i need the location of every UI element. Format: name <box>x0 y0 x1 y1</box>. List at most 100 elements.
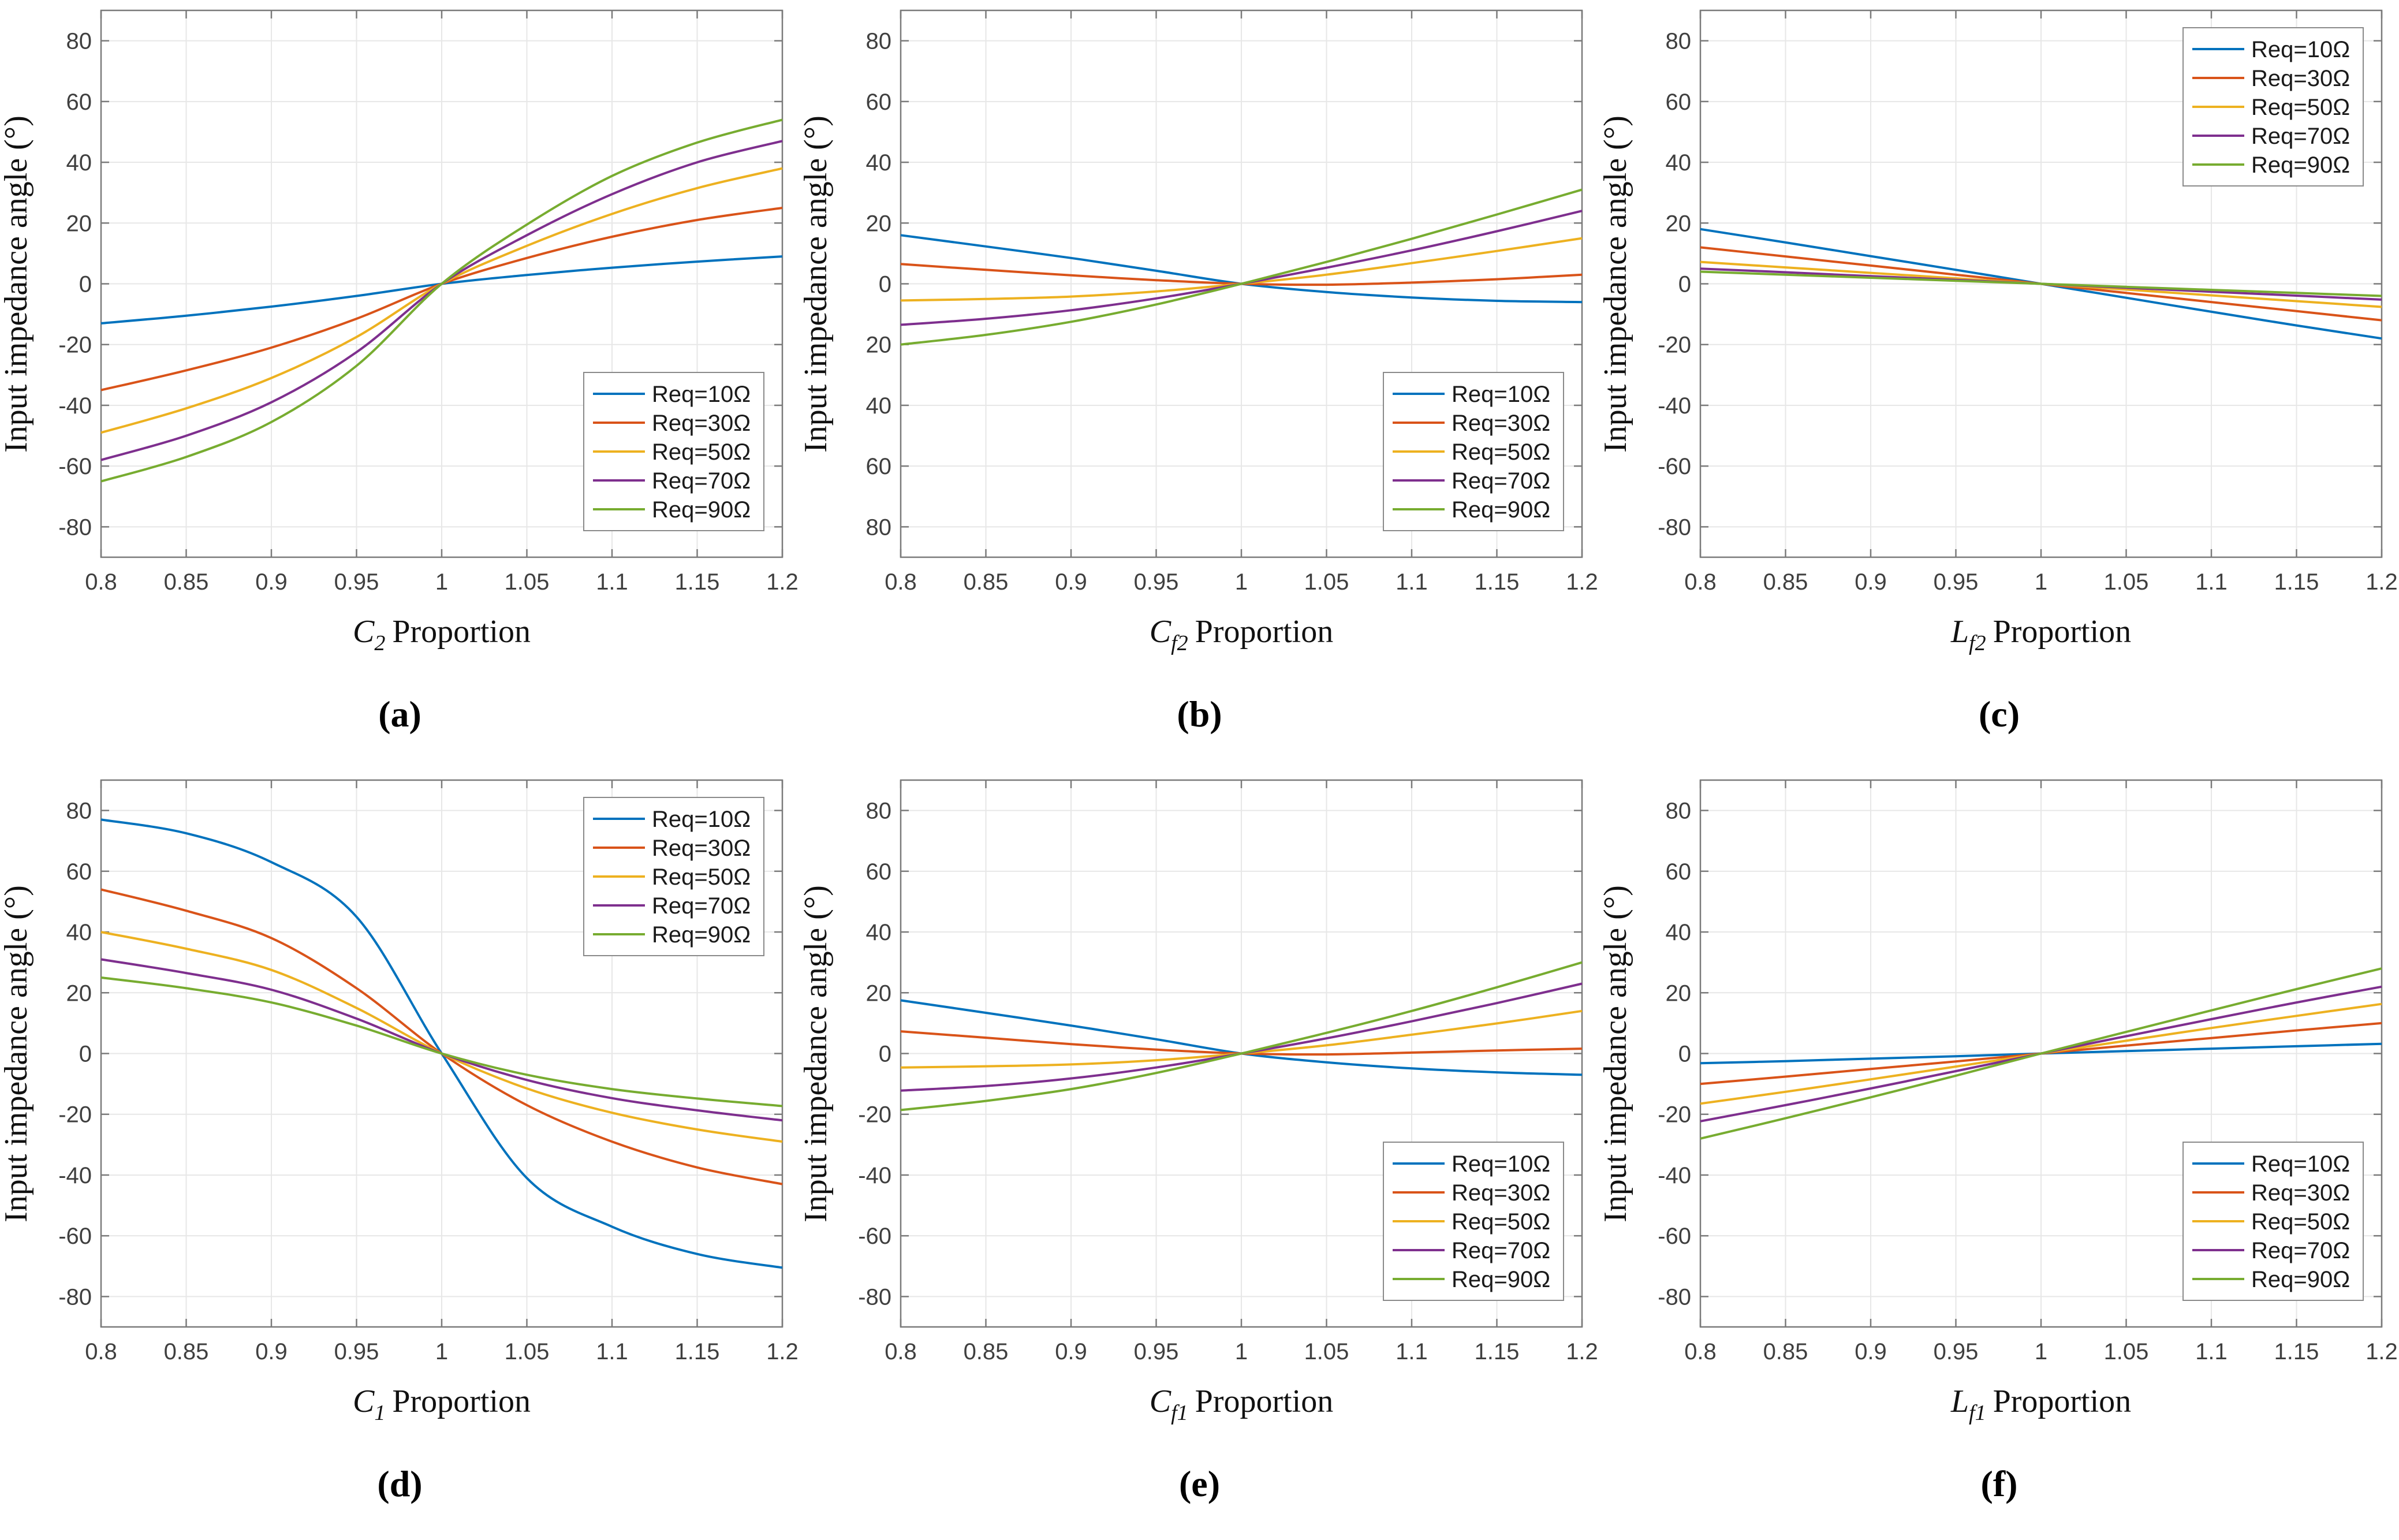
svg-text:1.1: 1.1 <box>596 1339 628 1364</box>
svg-text:40: 40 <box>1666 920 1692 945</box>
svg-text:-80: -80 <box>858 1284 891 1310</box>
svg-text:20: 20 <box>1666 211 1692 236</box>
svg-text:-20: -20 <box>1658 1102 1691 1128</box>
svg-text:40: 40 <box>866 393 892 419</box>
svg-text:40: 40 <box>1666 150 1692 176</box>
svg-text:1.2: 1.2 <box>766 569 799 595</box>
panel-caption-b: (b) <box>1177 693 1222 734</box>
svg-text:80: 80 <box>66 29 92 54</box>
panel-caption-d: (d) <box>377 1463 423 1504</box>
panel-f: 0.8 0.85 0.9 0.95 1 1.05 1.1 1.15 1.2 -80 -60 -40 -2… <box>1599 770 2399 1539</box>
svg-text:0.85: 0.85 <box>164 1339 209 1364</box>
svg-text:-40: -40 <box>1658 393 1691 419</box>
svg-text:Req=90Ω: Req=90Ω <box>652 922 751 948</box>
svg-text:60: 60 <box>1666 90 1692 115</box>
svg-text:Req=30Ω: Req=30Ω <box>2251 66 2350 91</box>
svg-text:Req=90Ω: Req=90Ω <box>2251 1267 2350 1292</box>
svg-text:1.1: 1.1 <box>2195 1339 2228 1364</box>
svg-text:Req=90Ω: Req=90Ω <box>2251 152 2350 178</box>
x-axis-label-e: Cf1 Proportion <box>1150 1384 1333 1425</box>
svg-text:1.05: 1.05 <box>2104 569 2149 595</box>
svg-text:Req=50Ω: Req=50Ω <box>2251 95 2350 120</box>
svg-text:0.9: 0.9 <box>1855 1339 1887 1364</box>
svg-text:Req=50Ω: Req=50Ω <box>1452 1209 1550 1235</box>
svg-text:1.2: 1.2 <box>2366 1339 2398 1364</box>
svg-text:-40: -40 <box>58 393 92 419</box>
y-axis-label-f: Input impedance angle (°) <box>1599 885 1633 1222</box>
svg-text:0.9: 0.9 <box>1055 569 1087 595</box>
chart-f: 0.8 0.85 0.9 0.95 1 1.05 1.1 1.15 1.2 -80 -60 -40 -2… <box>1599 779 2398 1425</box>
svg-text:1.15: 1.15 <box>1475 569 1520 595</box>
svg-text:1: 1 <box>435 569 448 595</box>
svg-text:60: 60 <box>66 90 92 115</box>
panel-b: 0.8 0.85 0.9 0.95 1 1.05 1.1 1.15 1.2 80 60 40 20 0 20… <box>800 0 1599 770</box>
svg-text:60: 60 <box>866 454 892 479</box>
svg-text:Req=50Ω: Req=50Ω <box>652 439 751 465</box>
svg-text:1: 1 <box>1235 569 1248 595</box>
svg-text:-40: -40 <box>1658 1163 1691 1188</box>
svg-text:Req=30Ω: Req=30Ω <box>652 836 751 861</box>
svg-text:1.15: 1.15 <box>2274 1339 2319 1364</box>
chart-c: 0.8 0.85 0.9 0.95 1 1.05 1.1 1.15 1.2 -80 -60 -40 -2… <box>1599 9 2398 655</box>
svg-text:0.8: 0.8 <box>85 1339 117 1364</box>
svg-text:0.85: 0.85 <box>964 1339 1009 1364</box>
svg-text:Req=70Ω: Req=70Ω <box>2251 1238 2350 1263</box>
svg-text:1.1: 1.1 <box>1396 569 1428 595</box>
svg-text:20: 20 <box>866 980 892 1006</box>
svg-text:0: 0 <box>79 1042 92 1067</box>
svg-text:1.2: 1.2 <box>1566 1339 1598 1364</box>
chart-d: 0.8 0.85 0.9 0.95 1 1.05 1.1 1.15 1.2 -80 -60 -40 -2… <box>0 779 799 1425</box>
svg-text:-40: -40 <box>858 1163 891 1188</box>
panel-e: 0.8 0.85 0.9 0.95 1 1.05 1.1 1.15 1.2 -80 -60 -40 -2… <box>800 770 1599 1539</box>
svg-text:1.05: 1.05 <box>1304 1339 1349 1364</box>
svg-text:Req=10Ω: Req=10Ω <box>2251 1151 2350 1177</box>
svg-text:Req=50Ω: Req=50Ω <box>652 864 751 890</box>
svg-text:0: 0 <box>79 272 92 297</box>
svg-text:60: 60 <box>866 859 892 885</box>
svg-text:Req=50Ω: Req=50Ω <box>2251 1209 2350 1235</box>
svg-text:0.8: 0.8 <box>85 569 117 595</box>
svg-text:Req=10Ω: Req=10Ω <box>652 807 751 832</box>
chart-b: 0.8 0.85 0.9 0.95 1 1.05 1.1 1.15 1.2 80 60 40 20 0 20… <box>800 9 1598 655</box>
y-axis-label-a: Input impedance angle (°) <box>0 115 34 453</box>
svg-text:Req=30Ω: Req=30Ω <box>1452 1180 1550 1206</box>
svg-text:60: 60 <box>66 859 92 885</box>
y-axis-label-b: Input impedance angle (°) <box>800 115 834 453</box>
x-axis-label-b: Cf2 Proportion <box>1150 614 1333 655</box>
svg-text:1: 1 <box>1235 1339 1248 1364</box>
svg-text:0: 0 <box>879 1042 891 1067</box>
svg-text:20: 20 <box>866 333 892 358</box>
svg-text:20: 20 <box>66 980 92 1006</box>
svg-text:1: 1 <box>2035 569 2047 595</box>
svg-text:1.15: 1.15 <box>1475 1339 1520 1364</box>
svg-text:60: 60 <box>866 90 892 115</box>
svg-text:40: 40 <box>866 920 892 945</box>
svg-text:0.9: 0.9 <box>255 569 288 595</box>
svg-text:0.85: 0.85 <box>1763 1339 1808 1364</box>
svg-text:1.2: 1.2 <box>1566 569 1598 595</box>
svg-text:0.95: 0.95 <box>1934 569 1979 595</box>
svg-text:40: 40 <box>66 920 92 945</box>
svg-text:-60: -60 <box>1658 1224 1691 1249</box>
svg-text:Req=30Ω: Req=30Ω <box>1452 411 1550 436</box>
svg-text:0: 0 <box>879 272 891 297</box>
svg-text:-60: -60 <box>858 1224 891 1249</box>
svg-text:-20: -20 <box>58 1102 92 1128</box>
svg-text:-80: -80 <box>1658 514 1691 540</box>
panel-caption-f: (f) <box>1980 1463 2018 1504</box>
svg-text:40: 40 <box>66 150 92 176</box>
svg-text:-20: -20 <box>1658 333 1691 358</box>
svg-text:Req=10Ω: Req=10Ω <box>1452 382 1550 407</box>
svg-text:1.1: 1.1 <box>2195 569 2228 595</box>
x-axis-label-f: Lf1 Proportion <box>1950 1384 2131 1425</box>
svg-text:60: 60 <box>1666 859 1692 885</box>
svg-text:0.95: 0.95 <box>1134 1339 1179 1364</box>
svg-text:-80: -80 <box>58 514 92 540</box>
svg-text:20: 20 <box>66 211 92 236</box>
x-axis-label-d: C1 Proportion <box>353 1384 531 1425</box>
svg-text:0: 0 <box>1678 1042 1691 1067</box>
svg-text:-40: -40 <box>58 1163 92 1188</box>
svg-text:Req=70Ω: Req=70Ω <box>1452 468 1550 494</box>
svg-text:-60: -60 <box>1658 454 1691 479</box>
svg-text:1.15: 1.15 <box>675 569 720 595</box>
